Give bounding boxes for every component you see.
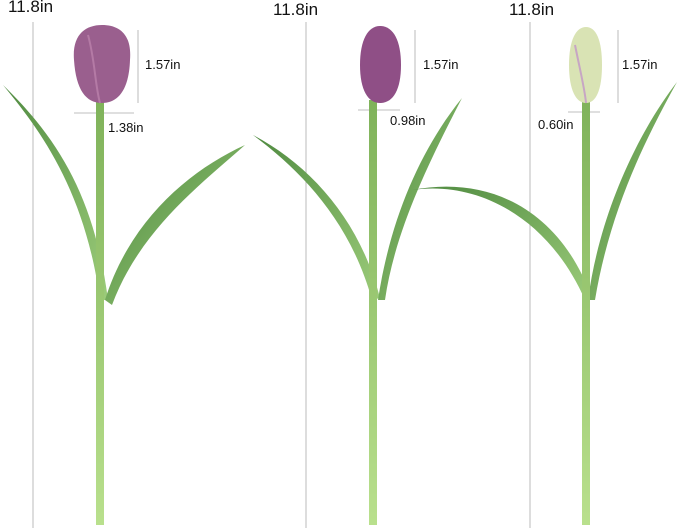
total-height-label-1: 11.8in [8,0,54,16]
tulip-1 [3,25,245,525]
bud-width-label-1: 1.38in [108,120,144,135]
tulip-2 [253,26,462,525]
tulip-3 [412,27,677,525]
dimension-lines [32,22,619,528]
bud-height-label-1: 1.57in [145,57,181,72]
total-height-label-3: 11.8in [509,0,555,19]
bud-width-label-2: 0.98in [390,113,426,128]
bud-width-label-3: 0.60in [538,117,574,132]
bud-height-label-2: 1.57in [423,57,459,72]
total-height-label-2: 11.8in [273,0,319,19]
bud-height-label-3: 1.57in [622,57,658,72]
